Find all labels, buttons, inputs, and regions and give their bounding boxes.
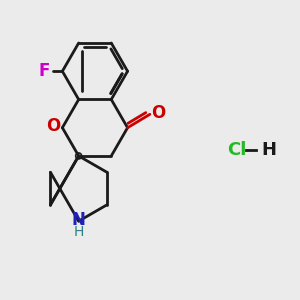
Text: F: F	[39, 62, 50, 80]
Text: O: O	[151, 104, 165, 122]
Text: O: O	[46, 117, 60, 135]
Text: N: N	[72, 211, 86, 229]
Text: H: H	[74, 225, 84, 239]
Text: H: H	[262, 141, 277, 159]
Text: Cl: Cl	[227, 141, 247, 159]
